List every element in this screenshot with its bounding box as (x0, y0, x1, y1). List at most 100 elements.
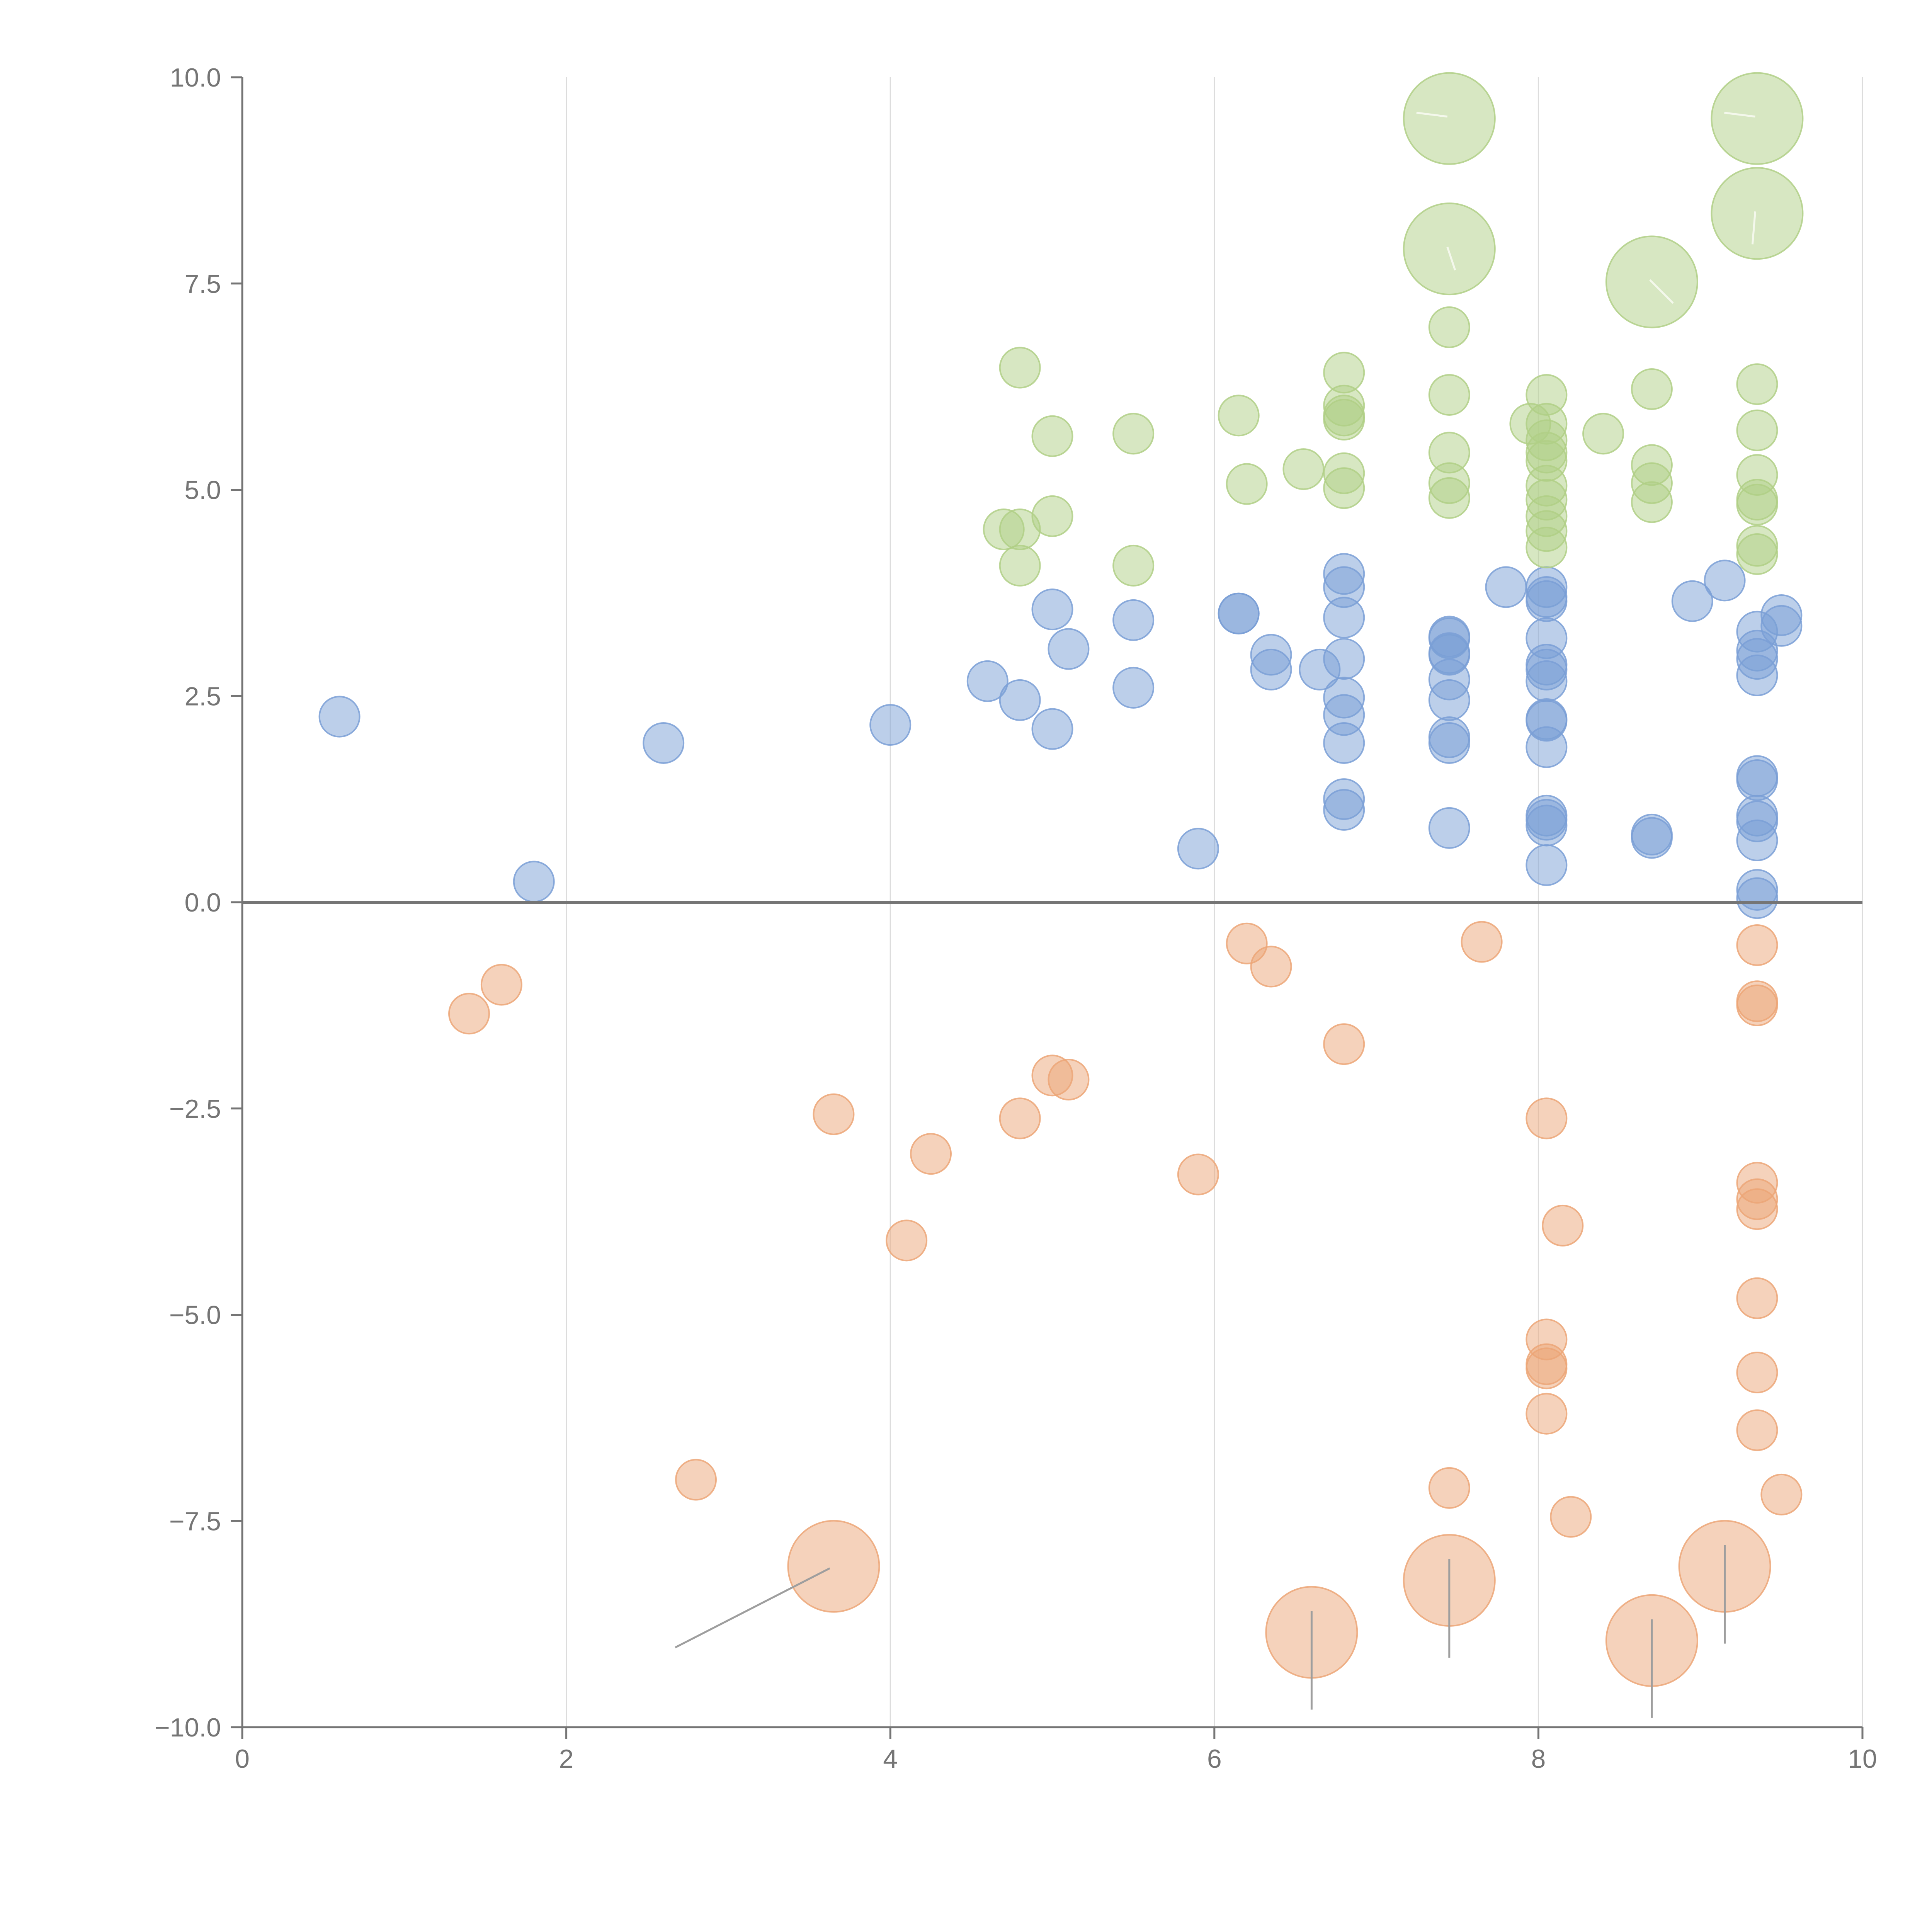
orange-point (910, 1133, 952, 1175)
orange-point (448, 993, 490, 1035)
green-point (1428, 374, 1470, 416)
green-point (1323, 399, 1365, 441)
blue-point (1323, 789, 1365, 831)
orange-point (1526, 1393, 1568, 1435)
green-point (1226, 463, 1268, 505)
orange-point (886, 1219, 928, 1262)
green-large-point (1403, 72, 1496, 165)
y-tick-label: −10.0 (155, 1713, 221, 1742)
blue-point (1031, 588, 1073, 631)
blue-point (1736, 654, 1778, 696)
green-point (1736, 483, 1778, 526)
x-tick-label: 4 (883, 1744, 898, 1774)
blue-point (1671, 580, 1713, 622)
blue-point (1048, 628, 1090, 670)
leader-line (1416, 112, 1448, 118)
axes (241, 77, 1862, 1728)
leader-lines (675, 112, 1756, 1718)
leader-line (1724, 112, 1755, 118)
orange-point (480, 964, 522, 1006)
leader-line (675, 1567, 830, 1648)
green-point (1631, 368, 1673, 410)
orange-point (1428, 1467, 1470, 1509)
leader-line (1649, 279, 1674, 304)
blue-point (1526, 804, 1568, 847)
y-axis-ticks: 10.0 7.5 5.0 2.5 0.0 −2.5 −5.0 −7.5 −10.0 (155, 63, 242, 1742)
green-point (1428, 477, 1470, 519)
blue-point (318, 696, 361, 738)
green-point (1323, 467, 1365, 509)
y-tick-label: 2.5 (184, 682, 221, 711)
blue-point (1031, 708, 1073, 750)
orange-point (813, 1093, 855, 1135)
orange-large-point (787, 1520, 880, 1613)
green-point (999, 544, 1041, 587)
blue-point (1526, 844, 1568, 886)
y-tick-label: −7.5 (169, 1507, 221, 1536)
blue-point (1526, 660, 1568, 702)
blue-point (1250, 648, 1292, 690)
blue-point (1428, 722, 1470, 764)
blue-point (643, 722, 685, 764)
green-point (1031, 415, 1073, 457)
green-point (1736, 533, 1778, 575)
blue-point (1736, 759, 1778, 801)
green-point (1631, 481, 1673, 523)
blue-point (1323, 722, 1365, 764)
orange-point (1736, 984, 1778, 1026)
green-point (1736, 409, 1778, 451)
blue-point (1112, 599, 1155, 641)
blue-point (1177, 828, 1219, 870)
orange-point (1461, 921, 1503, 963)
orange-point (1250, 946, 1292, 988)
blue-point (513, 861, 555, 903)
blue-point (999, 679, 1041, 721)
leader-line (1751, 211, 1756, 245)
green-point (1526, 526, 1568, 568)
orange-point (1048, 1059, 1090, 1101)
green-point (1736, 363, 1778, 405)
green-point (1428, 306, 1470, 348)
green-large-point (1403, 202, 1496, 296)
orange-point (1736, 1409, 1778, 1451)
orange-point (1526, 1097, 1568, 1139)
green-point (1112, 413, 1155, 455)
blue-point (1736, 819, 1778, 861)
green-point (1031, 495, 1073, 537)
data-points (318, 72, 1804, 1687)
green-point (1218, 395, 1260, 437)
x-tick-label: 10 (1848, 1744, 1877, 1774)
blue-point (1323, 597, 1365, 639)
blue-point (1428, 807, 1470, 849)
y-tick-label: 0.0 (184, 888, 221, 917)
green-point (1282, 448, 1325, 490)
green-point (999, 347, 1041, 389)
y-tick-label: −5.0 (169, 1301, 221, 1330)
x-tick-label: 0 (235, 1744, 250, 1774)
blue-point (966, 660, 1009, 702)
y-tick-label: −2.5 (169, 1094, 221, 1124)
green-point (1112, 544, 1155, 587)
blue-point (1526, 580, 1568, 622)
orange-point (1323, 1023, 1365, 1065)
x-tick-label: 8 (1531, 1744, 1546, 1774)
orange-point (999, 1097, 1041, 1139)
orange-point (1526, 1347, 1568, 1389)
x-axis-ticks: 0 2 4 6 8 10 (235, 1727, 1877, 1774)
blue-point (1704, 560, 1746, 602)
blue-point (1323, 638, 1365, 680)
orange-point (1736, 1277, 1778, 1319)
y-tick-label: 7.5 (184, 269, 221, 299)
orange-point (1542, 1204, 1584, 1247)
blue-point (869, 704, 912, 746)
x-tick-label: 2 (559, 1744, 574, 1774)
orange-point (675, 1459, 717, 1501)
blue-point (1428, 679, 1470, 721)
orange-point (1736, 924, 1778, 966)
green-large-point (1711, 167, 1804, 260)
orange-point (1550, 1496, 1592, 1538)
blue-point (1112, 667, 1155, 709)
orange-point (1177, 1153, 1219, 1196)
blue-point (1631, 817, 1673, 859)
